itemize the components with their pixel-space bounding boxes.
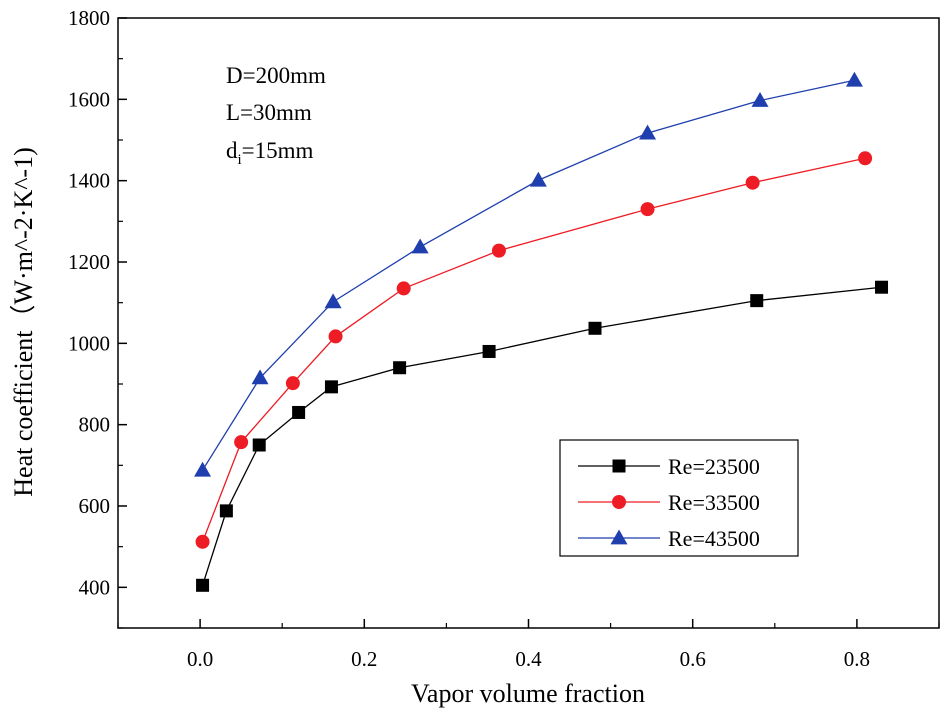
x-tick-label: 0.2 xyxy=(351,647,377,671)
data-point xyxy=(252,438,266,452)
data-point xyxy=(639,124,657,140)
data-point xyxy=(393,361,407,375)
legend-label: Re=23500 xyxy=(668,454,760,479)
data-point xyxy=(482,344,496,358)
legend-items: Re=23500 Re=33500 Re=43500 xyxy=(578,454,760,551)
y-tick-label: 800 xyxy=(79,413,111,437)
series-layer xyxy=(194,71,889,592)
legend-box xyxy=(559,439,799,557)
series-line xyxy=(201,286,882,586)
data-point xyxy=(219,504,233,518)
annotation-di: di=15mm xyxy=(226,138,314,168)
annotation-l: L=30mm xyxy=(226,100,312,125)
annotation-di-main: d xyxy=(226,138,238,163)
data-point xyxy=(292,405,306,419)
data-point xyxy=(251,369,269,385)
series-Re=43500 xyxy=(194,71,863,477)
legend-entry: Re=43500 xyxy=(578,526,760,551)
data-point xyxy=(640,202,655,217)
data-point xyxy=(745,175,760,190)
x-axis-label: Vapor volume fraction xyxy=(411,679,645,708)
legend-label: Re=33500 xyxy=(668,490,760,515)
data-point xyxy=(750,294,764,308)
legend: Re=23500 Re=33500 Re=43500 xyxy=(559,439,799,557)
data-point xyxy=(324,380,338,394)
data-point xyxy=(234,435,249,450)
series-Re=33500 xyxy=(195,151,873,549)
y-tick-label: 600 xyxy=(79,494,111,518)
data-point xyxy=(328,329,343,344)
y-axis-label: Heat coefficient（W·m^-2·K^-1) xyxy=(9,147,38,497)
data-point xyxy=(875,280,889,294)
data-point xyxy=(285,376,300,391)
annotation-block: D=200mm L=30mm di=15mm xyxy=(226,63,326,168)
y-tick-label: 1000 xyxy=(68,331,110,355)
legend-entry: Re=23500 xyxy=(578,454,760,479)
data-point xyxy=(411,238,429,254)
data-point xyxy=(491,243,506,258)
x-tick-label: 0.6 xyxy=(680,647,706,671)
data-point xyxy=(845,71,863,87)
y-tick-label: 1200 xyxy=(68,250,110,274)
annotation-di-rest: =15mm xyxy=(242,138,314,163)
data-point xyxy=(751,92,769,107)
x-tick-label: 0.8 xyxy=(844,647,870,671)
y-tick-label: 400 xyxy=(79,575,111,599)
data-point xyxy=(858,151,873,166)
y-tick-label: 1800 xyxy=(68,6,110,30)
data-point xyxy=(396,281,411,296)
y-tick-label: 1600 xyxy=(68,87,110,111)
x-tick-label: 0.4 xyxy=(515,647,542,671)
series-line xyxy=(202,79,855,471)
data-point xyxy=(196,578,210,592)
annotation-d: D=200mm xyxy=(226,63,326,88)
data-point xyxy=(529,171,547,187)
legend-marker xyxy=(610,529,628,545)
data-point xyxy=(194,461,212,477)
tick-layer: 0.0 0.2 0.4 0.6 0.8 400 600 800 1000 1200 1400 1600… xyxy=(68,6,940,671)
legend-label: Re=43500 xyxy=(668,526,760,551)
data-point xyxy=(324,293,342,309)
legend-entry: Re=33500 xyxy=(578,490,760,515)
data-point xyxy=(588,321,602,335)
x-tick-label: 0.0 xyxy=(187,647,213,671)
annotation-di-sub: i xyxy=(238,152,242,168)
series-Re=23500 xyxy=(196,280,889,592)
legend-marker xyxy=(612,459,626,473)
data-point xyxy=(195,534,210,549)
legend-marker xyxy=(612,495,626,509)
y-tick-label: 1400 xyxy=(68,169,110,193)
